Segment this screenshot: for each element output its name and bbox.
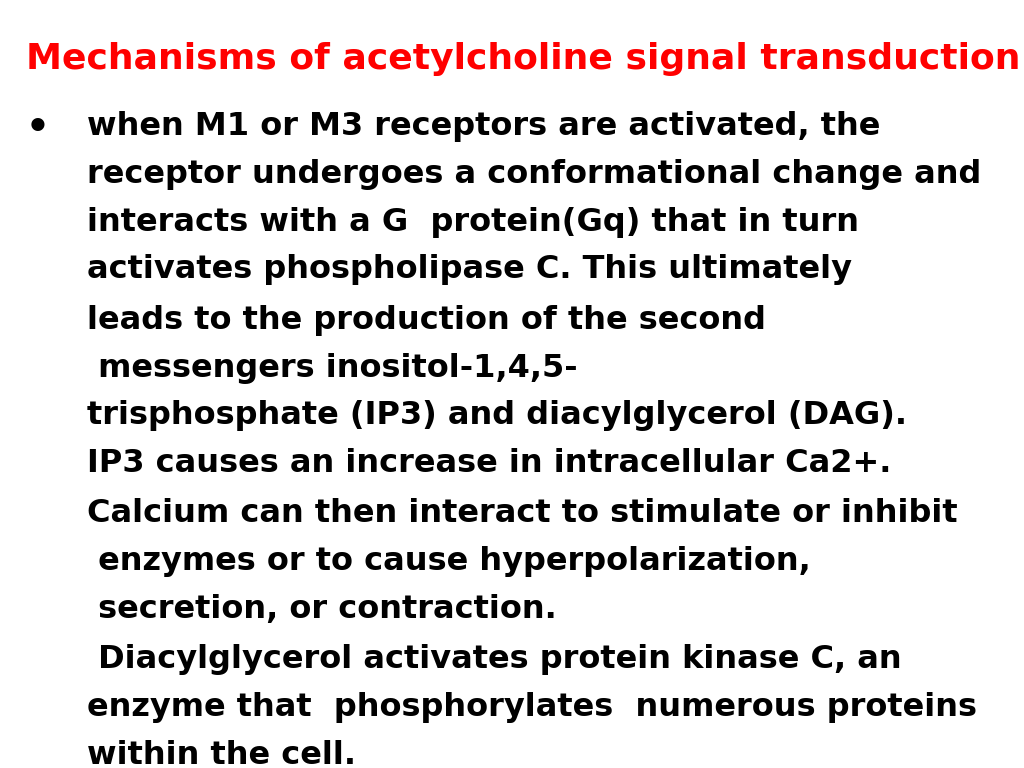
Text: activates phospholipase C. This ultimately: activates phospholipase C. This ultimate…: [87, 254, 852, 285]
Text: enzymes or to cause hyperpolarization,: enzymes or to cause hyperpolarization,: [87, 546, 811, 577]
Text: enzyme that  phosphorylates  numerous proteins: enzyme that phosphorylates numerous prot…: [87, 692, 977, 723]
Text: Calcium can then interact to stimulate or inhibit: Calcium can then interact to stimulate o…: [87, 498, 957, 529]
Text: messengers inositol-1,4,5-: messengers inositol-1,4,5-: [87, 353, 578, 383]
Text: secretion, or contraction.: secretion, or contraction.: [87, 594, 557, 624]
Text: Mechanisms of acetylcholine signal transduction: Mechanisms of acetylcholine signal trans…: [26, 42, 1020, 76]
Text: interacts with a G  protein(Gq) that in turn: interacts with a G protein(Gq) that in t…: [87, 207, 859, 237]
Text: IP3 causes an increase in intracellular Ca2+.: IP3 causes an increase in intracellular …: [87, 448, 892, 478]
Text: receptor undergoes a conformational change and: receptor undergoes a conformational chan…: [87, 159, 981, 190]
Text: within the cell.: within the cell.: [87, 740, 356, 768]
Text: trisphosphate (IP3) and diacylglycerol (DAG).: trisphosphate (IP3) and diacylglycerol (…: [87, 400, 907, 431]
Text: when M1 or M3 receptors are activated, the: when M1 or M3 receptors are activated, t…: [87, 111, 881, 142]
Text: •: •: [26, 111, 49, 147]
Text: leads to the production of the second: leads to the production of the second: [87, 305, 766, 336]
Text: Diacylglycerol activates protein kinase C, an: Diacylglycerol activates protein kinase …: [87, 644, 902, 675]
